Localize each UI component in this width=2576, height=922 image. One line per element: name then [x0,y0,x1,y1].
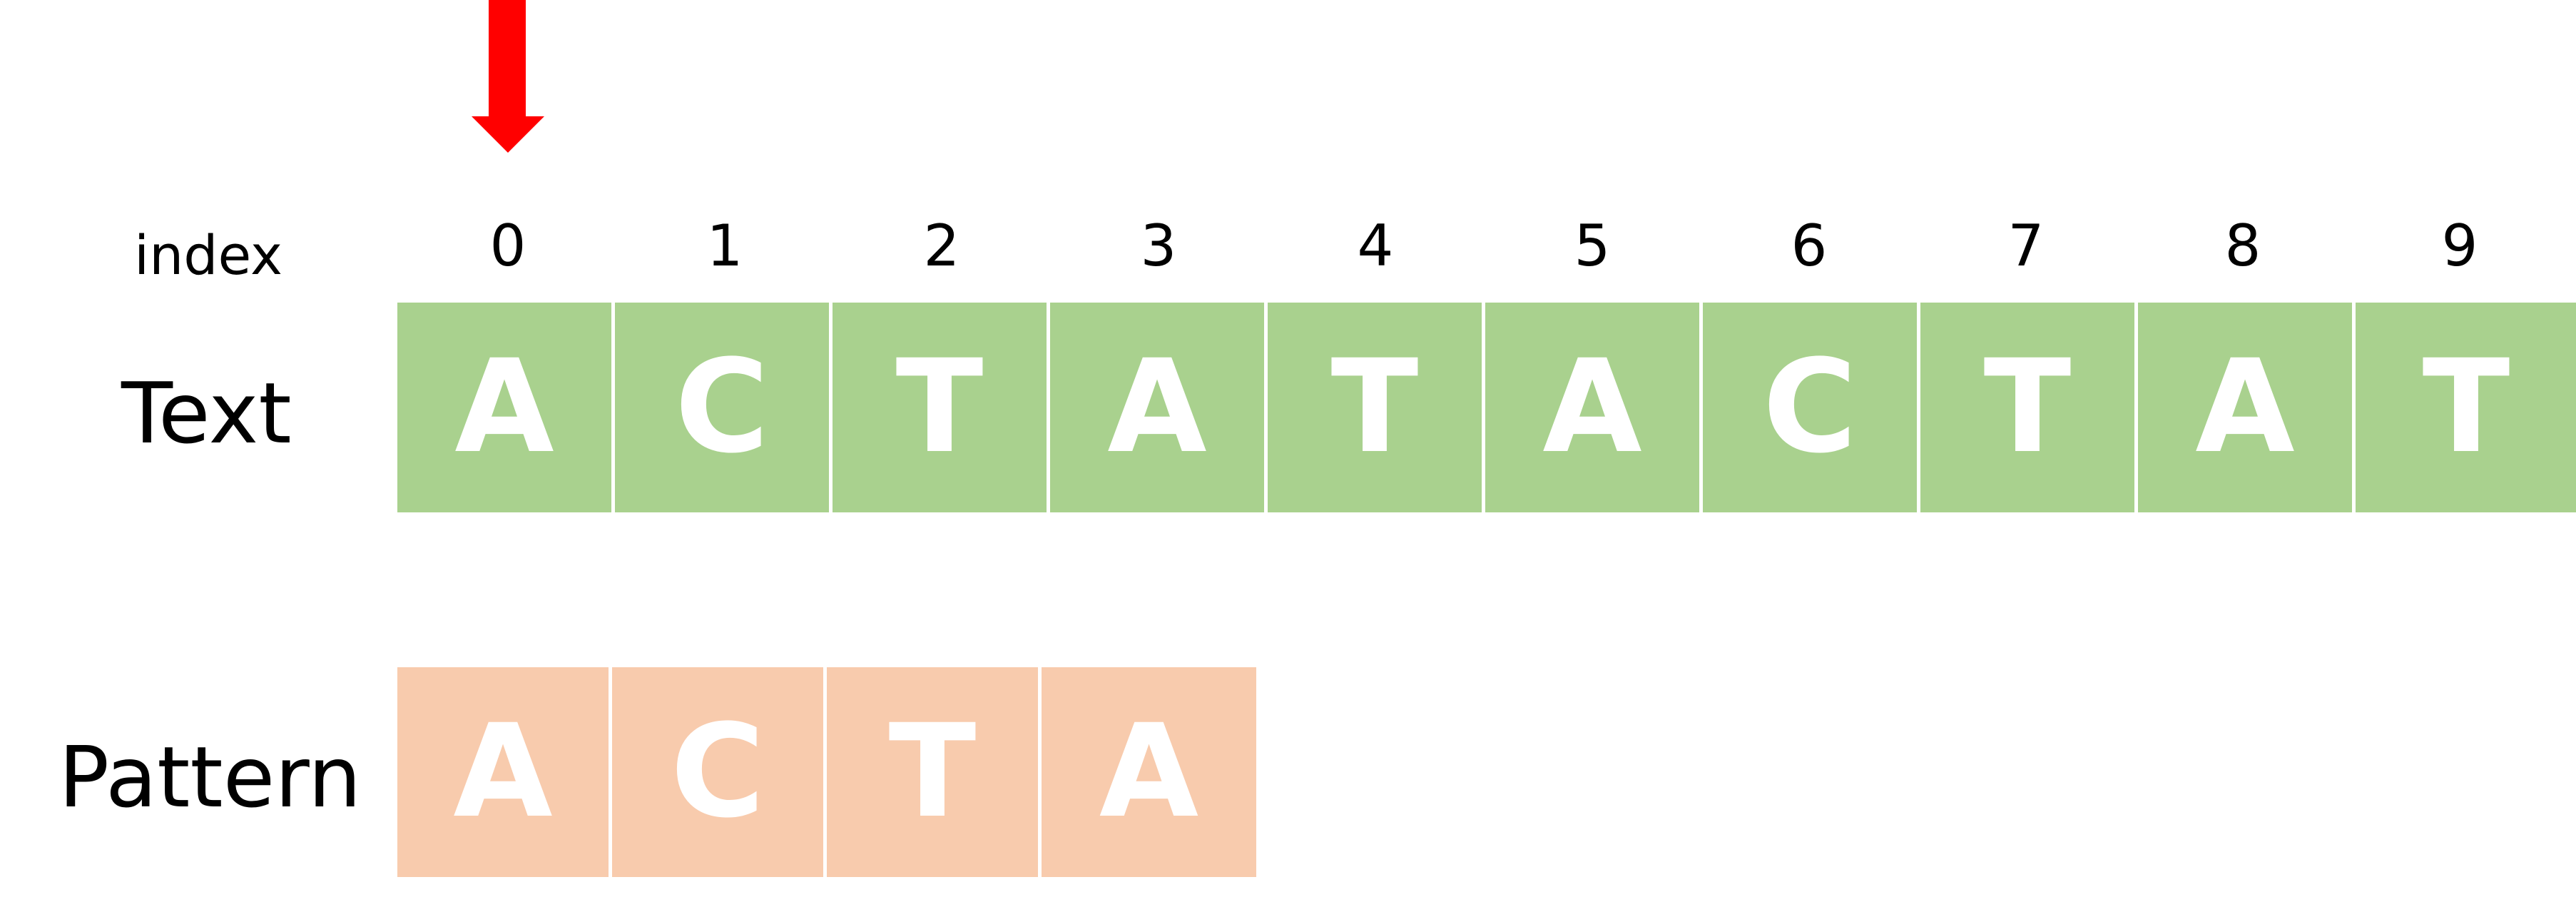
pattern-row-label: Pattern [58,728,362,826]
index-number: 4 [1357,213,1394,279]
text-cell: A [1050,303,1268,512]
text-row-label: Text [121,364,292,462]
index-row-label: index [134,223,282,287]
text-cell: T [2356,303,2576,512]
text-row: A C T A T A C T A T [397,303,2576,512]
index-number: 3 [1140,213,1177,279]
index-number: 8 [2224,213,2261,279]
text-cell: A [1485,303,1703,512]
index-number: 0 [489,213,526,279]
pattern-cell: T [827,667,1042,877]
index-number: 7 [2007,213,2045,279]
index-number: 1 [706,213,743,279]
text-cell: A [2138,303,2356,512]
pattern-cell: A [397,667,612,877]
index-number: 9 [2441,213,2478,279]
text-cell: C [1703,303,1920,512]
index-number: 2 [923,213,960,279]
pattern-row: A C T A [397,667,1256,877]
pointer-arrow-icon [472,0,544,153]
text-cell: C [615,303,833,512]
pattern-cell: C [612,667,827,877]
text-cell: T [833,303,1050,512]
pattern-cell: A [1042,667,1256,877]
index-number: 6 [1791,213,1828,279]
text-cell: T [1268,303,1485,512]
text-cell: T [1920,303,2138,512]
index-number: 5 [1574,213,1611,279]
text-cell: A [397,303,615,512]
